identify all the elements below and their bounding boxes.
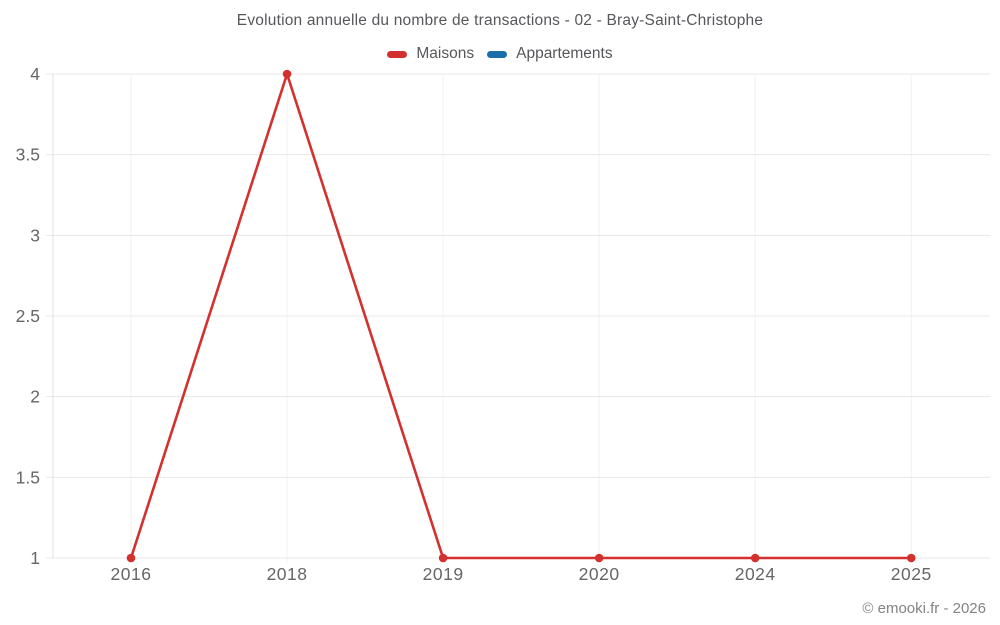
x-axis-tick-label-2018: 2018 bbox=[267, 564, 308, 584]
legend-item-maisons[interactable]: Maisons bbox=[387, 45, 474, 63]
x-axis-tick-label-2020: 2020 bbox=[579, 564, 620, 584]
x-axis-tick-label-2016: 2016 bbox=[111, 564, 152, 584]
y-axis-tick-label: 4 bbox=[30, 64, 40, 84]
appartements-series-swatch-icon bbox=[487, 50, 508, 58]
x-axis-tick-label-2025: 2025 bbox=[891, 564, 932, 584]
series-line-maisons bbox=[129, 72, 912, 560]
y-axis-tick-label: 1.5 bbox=[16, 467, 40, 487]
data-point-maisons-2018[interactable] bbox=[282, 69, 292, 79]
data-point-maisons-2020[interactable] bbox=[594, 553, 604, 563]
x-axis-tick-label-2024: 2024 bbox=[735, 564, 776, 584]
data-point-maisons-2019[interactable] bbox=[438, 553, 448, 563]
legend-label-maisons: Maisons bbox=[416, 45, 475, 62]
y-axis-tick-label: 2 bbox=[30, 387, 40, 407]
legend-label-appartements: Appartements bbox=[516, 45, 613, 62]
x-axis-tick-label-2019: 2019 bbox=[423, 564, 464, 584]
data-point-maisons-2016[interactable] bbox=[126, 553, 136, 563]
maisons-series-swatch-icon bbox=[387, 50, 408, 58]
y-axis-tick-label: 2.5 bbox=[16, 306, 40, 326]
data-point-maisons-2025[interactable] bbox=[906, 553, 916, 563]
legend-item-appartements[interactable]: Appartements bbox=[487, 45, 613, 63]
y-axis-tick-label: 3.5 bbox=[16, 145, 40, 165]
chart-title: Evolution annuelle du nombre de transact… bbox=[236, 12, 764, 29]
copyright-attribution: © emooki.fr - 2026 bbox=[862, 600, 986, 617]
y-axis-tick-label: 1 bbox=[30, 548, 40, 568]
y-axis-tick-label: 3 bbox=[30, 225, 40, 245]
chart-legend: Maisons Appartements bbox=[0, 45, 1000, 63]
data-point-maisons-2024[interactable] bbox=[750, 553, 760, 563]
